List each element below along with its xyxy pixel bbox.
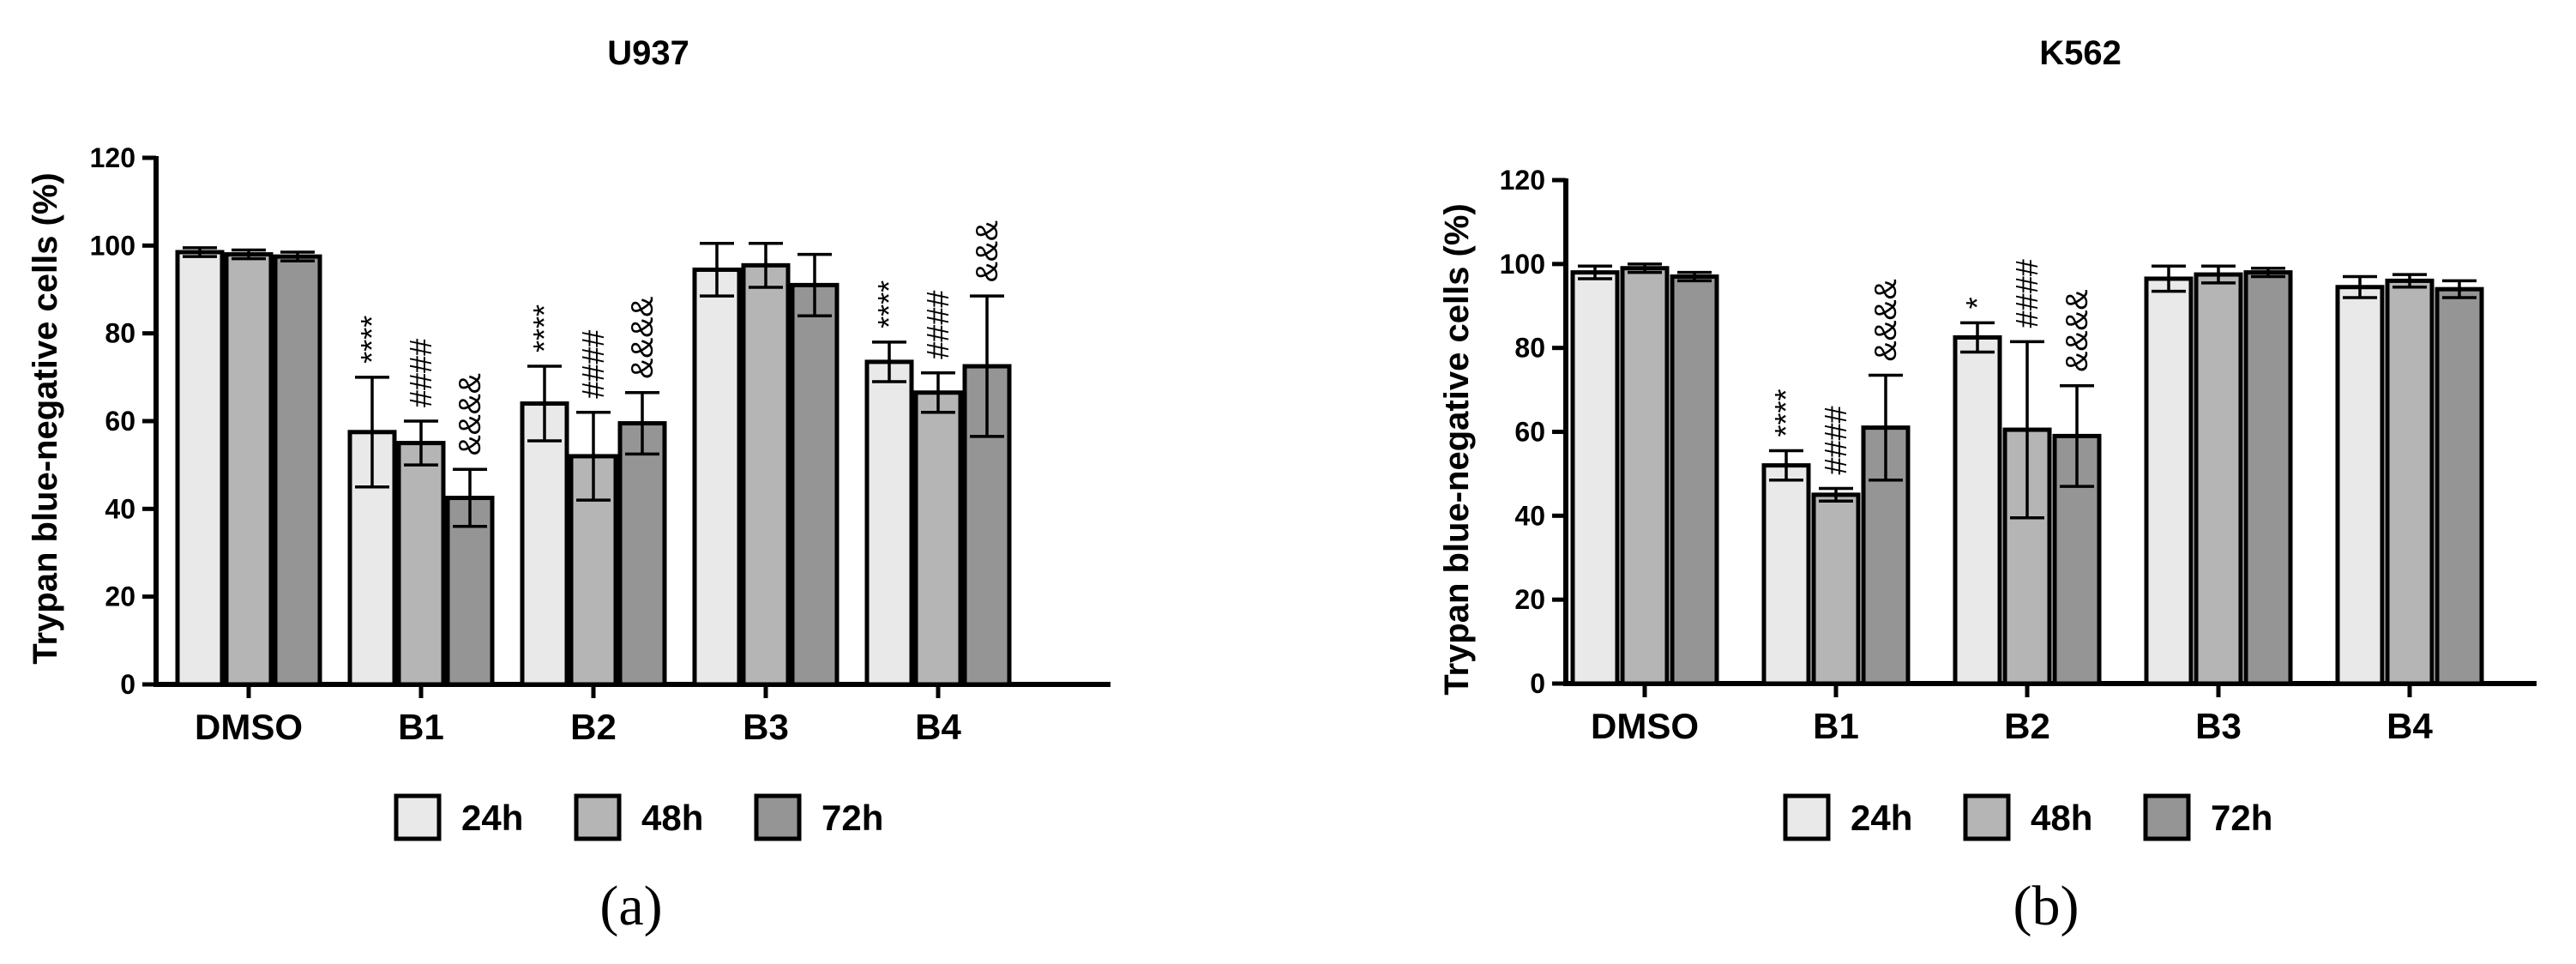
bar <box>273 254 322 687</box>
y-tick-label: 120 <box>90 142 135 173</box>
significance-label: **** <box>354 316 389 364</box>
significance-label: * <box>1959 297 1995 309</box>
bar <box>224 252 274 687</box>
legend-swatch <box>1783 793 1831 841</box>
significance-label: #### <box>1818 406 1853 474</box>
panel-a: U937 Trypan blue-negative cells (%) (a) … <box>27 34 1110 937</box>
x-tick-label: DMSO <box>195 707 303 747</box>
y-tick-label: 60 <box>1514 417 1545 448</box>
legend-label: 48h <box>641 798 703 838</box>
significance-label: **** <box>871 280 906 328</box>
bar <box>864 359 914 687</box>
bar <box>2385 278 2435 686</box>
legend-swatch <box>2143 793 2191 841</box>
x-tick-label: B1 <box>398 707 444 747</box>
legend-label: 24h <box>1851 798 1912 838</box>
significance-label: #### <box>403 339 438 407</box>
bar <box>2194 272 2243 686</box>
significance-label: &&& <box>969 220 1004 282</box>
x-tick-label: B3 <box>2195 706 2242 746</box>
y-tick-label: 40 <box>1514 500 1545 531</box>
bar <box>1670 274 1719 686</box>
significance-label: #### <box>920 291 955 359</box>
bar <box>2243 270 2293 686</box>
bar <box>2435 286 2484 686</box>
y-axis-label: Trypan blue-negative cells (%) <box>1438 203 1476 696</box>
panel-label: (a) <box>599 875 662 937</box>
legend-swatch <box>394 793 442 841</box>
y-tick-label: 120 <box>1500 165 1545 196</box>
bar <box>741 262 791 687</box>
bar <box>520 401 569 687</box>
panel-b: K562 Trypan blue-negative cells (%) (b) … <box>1438 34 2537 937</box>
legend-label: 72h <box>2211 798 2272 838</box>
x-tick-label: B3 <box>743 707 789 747</box>
x-tick-label: B1 <box>1813 706 1859 746</box>
significance-label: &&&& <box>624 297 659 379</box>
bar <box>445 496 495 687</box>
significance-label: &&&& <box>2059 290 2094 372</box>
y-tick-label: 20 <box>105 581 135 612</box>
y-axis-label: Trypan blue-negative cells (%) <box>27 172 64 665</box>
significance-label: #### <box>575 330 611 399</box>
significance-label: **** <box>1768 389 1803 437</box>
bar <box>2335 285 2385 686</box>
bar <box>1811 492 1861 686</box>
bar <box>175 250 225 687</box>
significance-label: &&&& <box>452 373 487 455</box>
x-tick-label: B2 <box>570 707 617 747</box>
bar <box>2144 276 2194 686</box>
x-tick-label: B2 <box>2004 706 2050 746</box>
significance-label: &&&& <box>1868 279 1903 361</box>
x-tick-label: B4 <box>2386 706 2433 746</box>
y-tick-label: 80 <box>105 318 135 349</box>
y-tick-label: 80 <box>1514 333 1545 364</box>
significance-label: #### <box>2009 259 2044 328</box>
bar <box>790 282 840 687</box>
y-tick-label: 100 <box>90 230 135 261</box>
y-tick-label: 40 <box>105 493 135 524</box>
legend-swatch <box>754 793 802 841</box>
y-tick-label: 60 <box>105 406 135 437</box>
bar <box>1953 334 2002 686</box>
chart-title: K562 <box>2039 34 2122 72</box>
legend-label: 72h <box>822 798 883 838</box>
x-tick-label: DMSO <box>1591 706 1699 746</box>
y-tick-label: 20 <box>1514 584 1545 615</box>
y-tick-label: 0 <box>120 669 135 700</box>
legend-swatch <box>1963 793 2011 841</box>
bar <box>617 421 667 687</box>
chart-title: U937 <box>607 34 689 72</box>
panel-label: (b) <box>2013 875 2079 937</box>
legend-label: 24h <box>461 798 523 838</box>
legend-label: 48h <box>2031 798 2092 838</box>
bar <box>1570 270 1620 686</box>
legend-swatch <box>574 793 622 841</box>
y-tick-label: 0 <box>1530 668 1545 699</box>
bar <box>1761 463 1811 686</box>
x-tick-label: B4 <box>915 707 961 747</box>
y-tick-label: 100 <box>1500 249 1545 280</box>
bar <box>692 267 742 687</box>
bar <box>396 441 446 687</box>
bar <box>913 390 963 687</box>
significance-label: **** <box>527 304 562 352</box>
bar <box>1620 266 1670 686</box>
